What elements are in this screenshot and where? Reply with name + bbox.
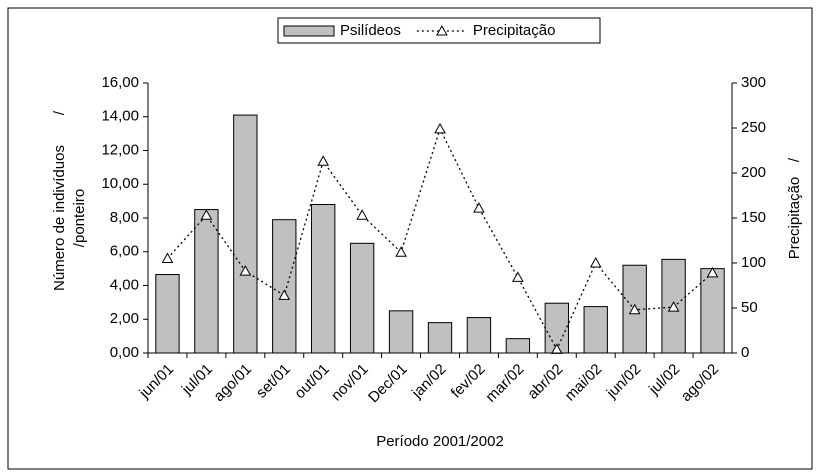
y2-tick-label: 150	[741, 209, 766, 226]
y-axis-label: /ponteiro	[71, 189, 88, 247]
line-marker	[239, 265, 252, 276]
y-tick-label: 0,00	[110, 344, 139, 361]
y2-tick-label: 100	[741, 254, 766, 271]
y-tick-label: 10,00	[101, 175, 139, 192]
line-marker	[317, 155, 330, 166]
bar	[233, 114, 258, 354]
bar	[700, 268, 725, 354]
y-tick-label: 12,00	[101, 141, 139, 158]
y-axis-label-mark: /	[51, 110, 68, 115]
legend-swatch	[283, 25, 335, 37]
bar	[466, 317, 492, 354]
bar	[427, 322, 453, 354]
line-marker	[706, 266, 719, 278]
y2-tick-label: 200	[741, 164, 766, 181]
bar	[272, 219, 297, 354]
line-marker	[200, 209, 213, 220]
bar	[505, 338, 531, 354]
bar	[583, 306, 608, 354]
legend-label: Psilídeos	[340, 22, 401, 39]
y-tick-label: 2,00	[110, 310, 139, 327]
bar	[311, 204, 336, 354]
bar	[194, 209, 219, 354]
y2-axis-label-mark: /	[786, 157, 803, 162]
line-marker	[473, 202, 485, 213]
line-marker	[434, 122, 446, 134]
y-tick-label: 16,00	[101, 74, 139, 91]
bar	[349, 242, 375, 354]
chart-frame	[7, 7, 813, 470]
line-marker	[278, 289, 291, 300]
legend-marker	[436, 24, 448, 36]
line-marker	[356, 209, 368, 220]
line-marker	[395, 246, 407, 257]
line-marker	[512, 271, 524, 282]
y2-tick-label: 250	[741, 119, 766, 136]
y2-axis-label: Precipitação	[786, 177, 803, 260]
line-marker	[161, 252, 174, 263]
bar	[388, 310, 414, 354]
line-marker	[628, 303, 641, 315]
line-marker	[589, 256, 602, 268]
y-tick-label: 4,00	[110, 276, 139, 293]
y2-tick-label: 50	[741, 299, 758, 316]
line-marker	[667, 301, 680, 312]
y-axis-label: Número de indivíduos	[51, 145, 68, 291]
y-tick-label: 6,00	[110, 243, 139, 260]
y-tick-label: 14,00	[101, 108, 139, 125]
y-tick-label: 8,00	[110, 209, 139, 226]
y2-tick-label: 300	[741, 74, 766, 91]
bar	[155, 274, 180, 354]
legend-label: Precipitação	[473, 22, 556, 39]
y2-tick-label: 0	[741, 344, 749, 361]
x-axis-label: Período 2001/2002	[376, 433, 504, 450]
